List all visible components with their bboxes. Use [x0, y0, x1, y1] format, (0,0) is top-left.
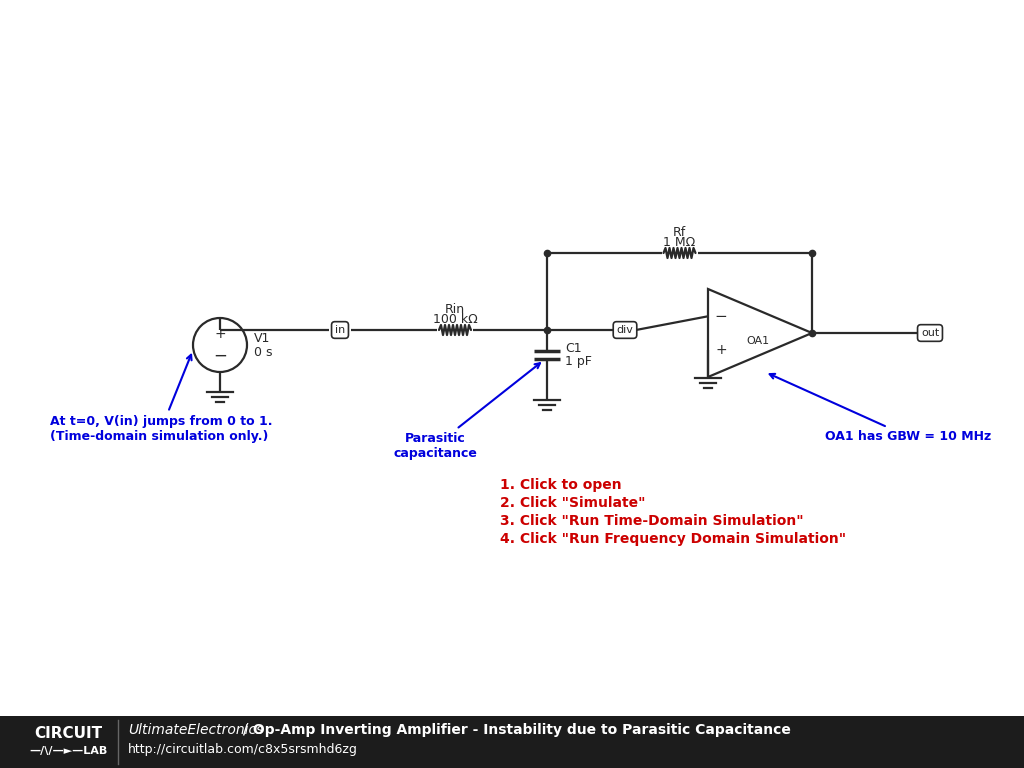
Text: Rin: Rin — [445, 303, 465, 316]
Text: CIRCUIT: CIRCUIT — [34, 726, 102, 740]
Text: / Op-Amp Inverting Amplifier - Instability due to Parasitic Capacitance: / Op-Amp Inverting Amplifier - Instabili… — [239, 723, 792, 737]
Text: 1 pF: 1 pF — [565, 355, 592, 368]
Text: V1: V1 — [254, 332, 270, 345]
Text: http://circuitlab.com/c8x5srsmhd6zg: http://circuitlab.com/c8x5srsmhd6zg — [128, 743, 357, 756]
Text: —/\/—►—LAB: —/\/—►—LAB — [29, 746, 108, 756]
Text: 1 MΩ: 1 MΩ — [664, 236, 695, 249]
Text: C1: C1 — [565, 343, 582, 356]
Text: Parasitic
capacitance: Parasitic capacitance — [393, 363, 540, 460]
Text: −: − — [213, 347, 227, 365]
Text: OA1: OA1 — [746, 336, 770, 346]
Text: 3. Click "Run Time-Domain Simulation": 3. Click "Run Time-Domain Simulation" — [500, 514, 804, 528]
Text: 0 s: 0 s — [254, 346, 272, 359]
Text: 100 kΩ: 100 kΩ — [432, 313, 477, 326]
Text: +: + — [214, 327, 226, 341]
Text: UltimateElectronics: UltimateElectronics — [128, 723, 263, 737]
Text: out: out — [921, 328, 939, 338]
Text: div: div — [616, 325, 634, 335]
Text: OA1 has GBW = 10 MHz: OA1 has GBW = 10 MHz — [770, 374, 991, 443]
Text: 1. Click to open: 1. Click to open — [500, 478, 622, 492]
Text: +: + — [715, 343, 727, 356]
Text: 2. Click "Simulate": 2. Click "Simulate" — [500, 496, 645, 510]
Text: 4. Click "Run Frequency Domain Simulation": 4. Click "Run Frequency Domain Simulatio… — [500, 532, 846, 546]
Text: At t=0, V(in) jumps from 0 to 1.
(Time-domain simulation only.): At t=0, V(in) jumps from 0 to 1. (Time-d… — [50, 355, 272, 443]
Bar — [0, 716, 1024, 768]
Text: in: in — [335, 325, 345, 335]
Text: −: − — [715, 309, 727, 324]
Text: Rf: Rf — [673, 226, 686, 239]
